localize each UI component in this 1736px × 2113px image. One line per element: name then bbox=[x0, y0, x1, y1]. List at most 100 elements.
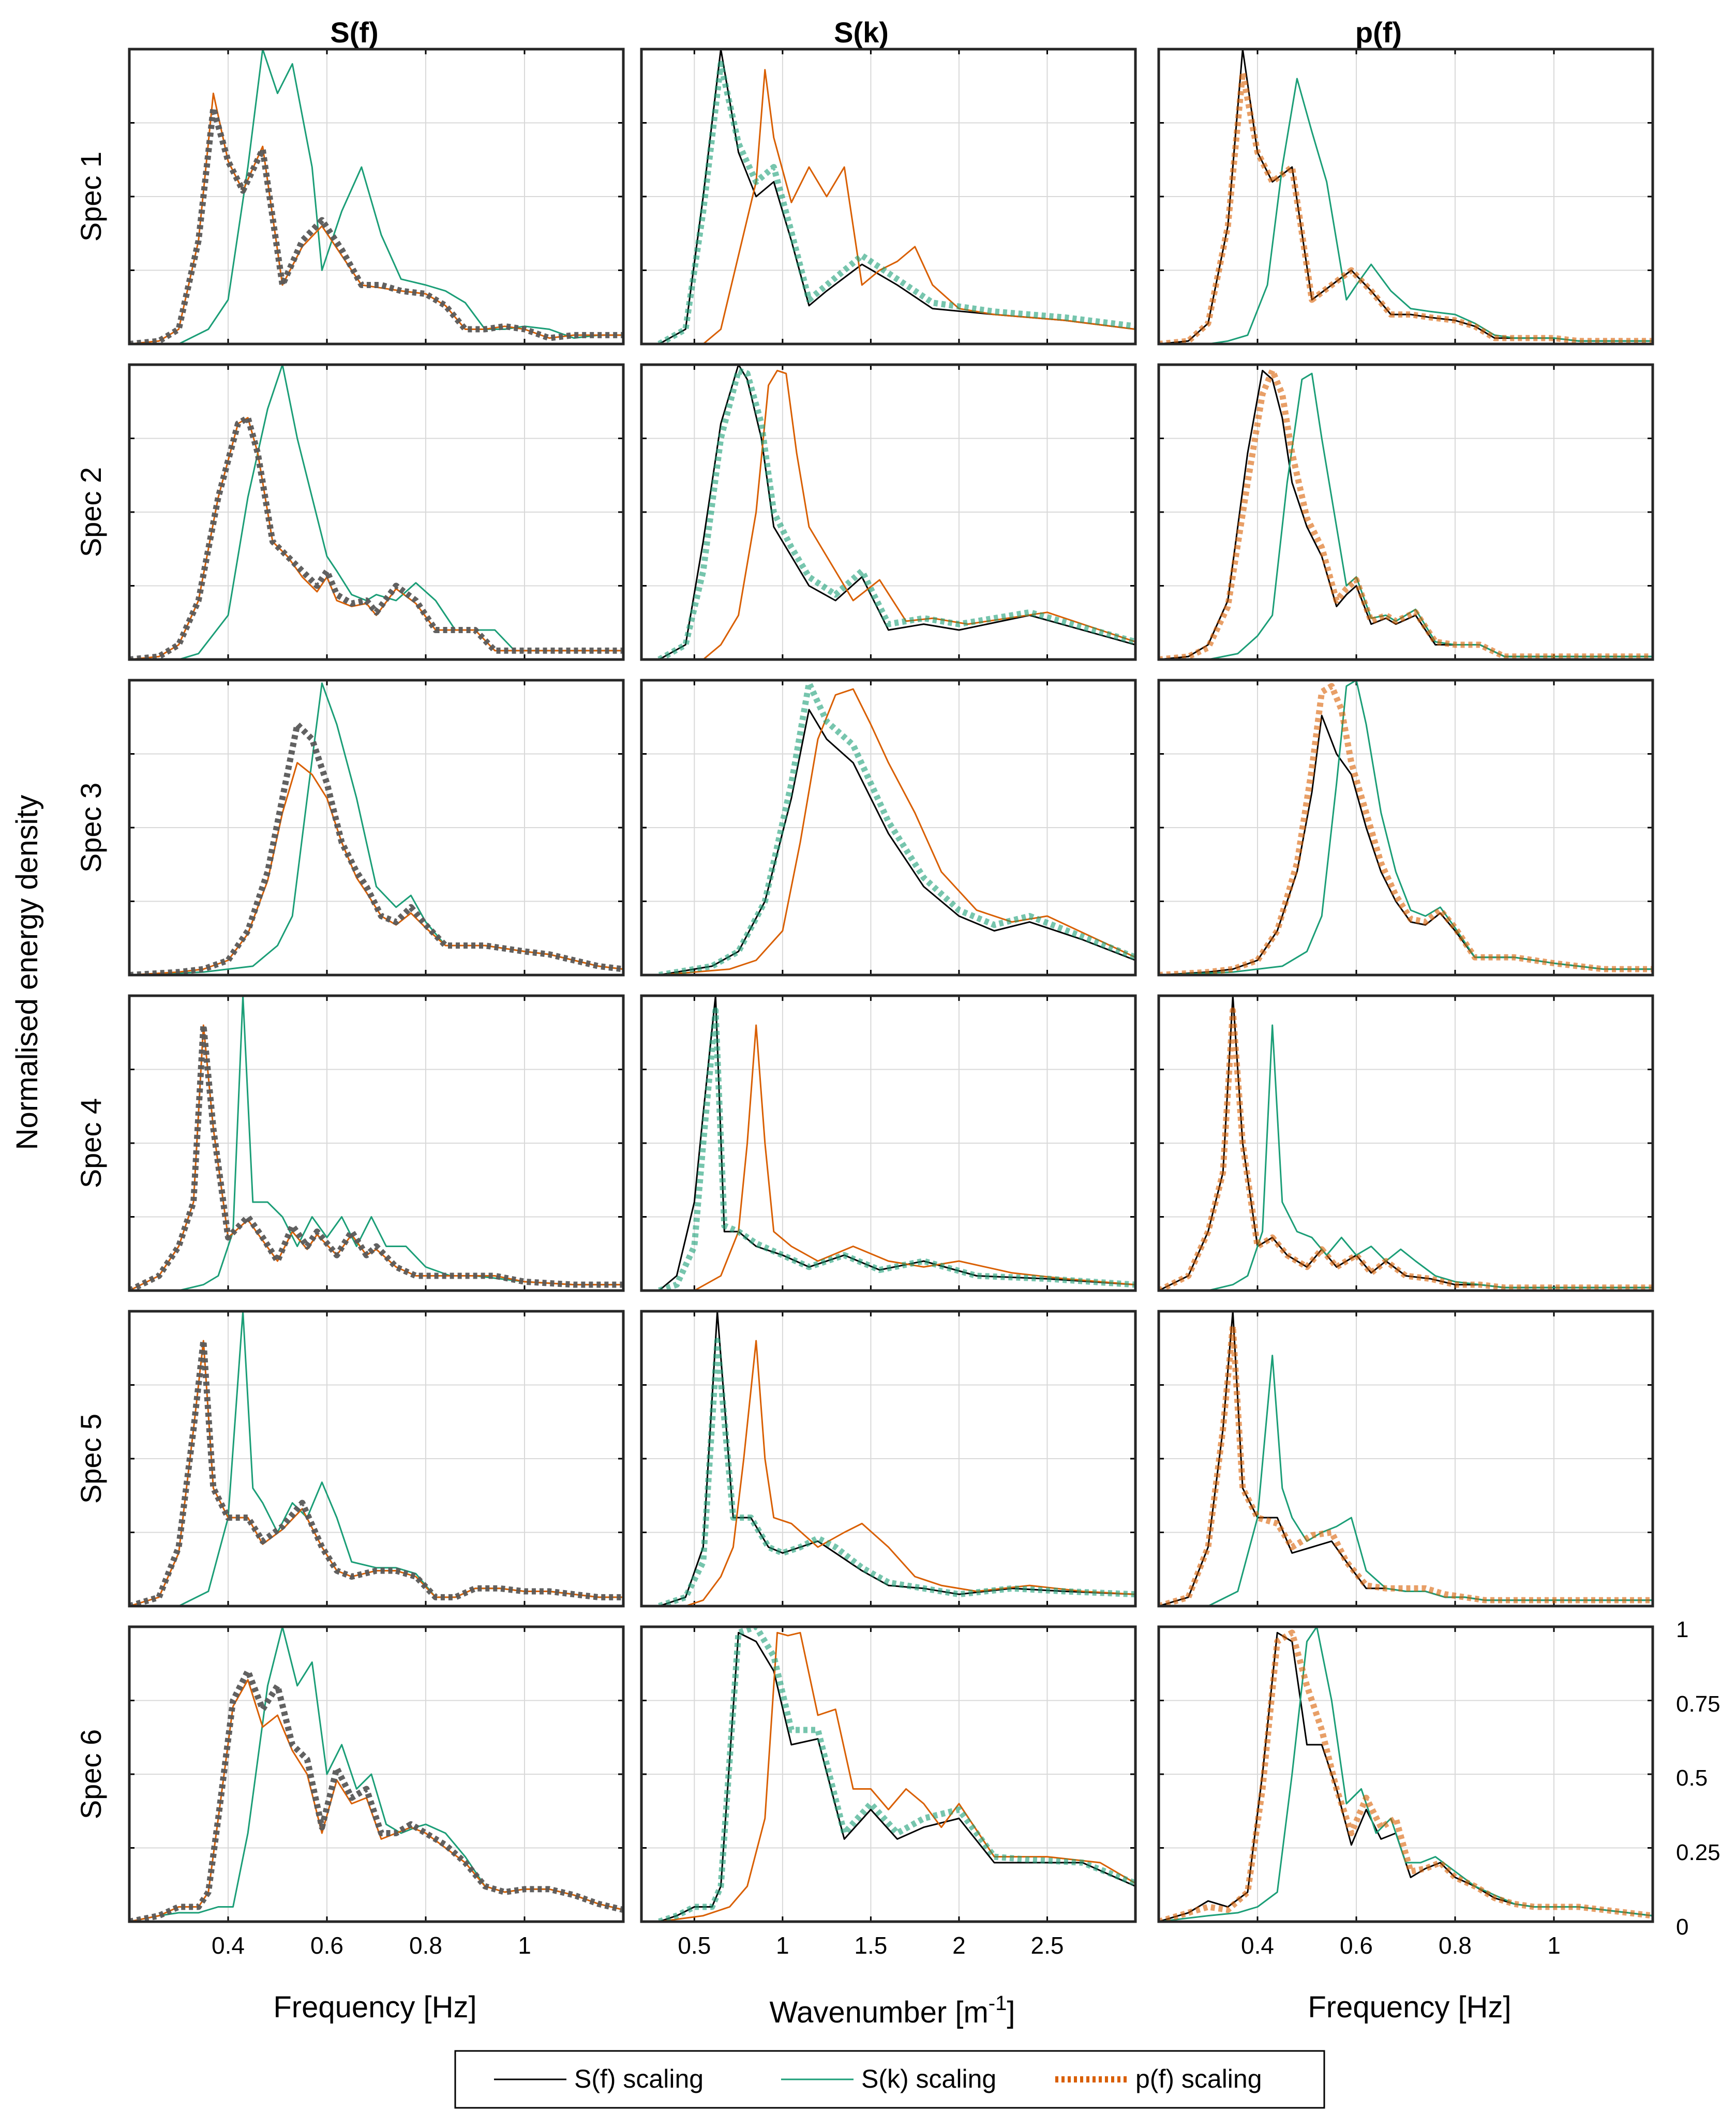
x-tick-label: 0.5 bbox=[678, 1932, 711, 1959]
series-line-p-f-scaling bbox=[129, 1679, 623, 1922]
x-axis-label-sk: Wavenumber [m-1] bbox=[769, 1992, 1015, 2029]
row-label-spec-4: Spec 4 bbox=[74, 1098, 107, 1188]
panel-frame bbox=[1157, 48, 1654, 346]
right-ytick-025: 0.25 bbox=[1676, 1840, 1720, 1865]
panel-frame bbox=[1157, 679, 1654, 977]
panel-frame bbox=[1157, 363, 1654, 661]
series-line-p-f-scaling bbox=[694, 1024, 1135, 1291]
x-tick-label: 0.8 bbox=[409, 1932, 442, 1959]
legend-label-sf: S(f) scaling bbox=[574, 2064, 704, 2093]
panel-frame bbox=[1157, 1310, 1654, 1608]
x-tick-label: 1.5 bbox=[854, 1932, 887, 1959]
panel-r2-c2 bbox=[640, 363, 1137, 661]
right-ytick-1: 1 bbox=[1676, 1617, 1688, 1642]
panel-frame bbox=[640, 1310, 1137, 1608]
panel-r4-c3 bbox=[1157, 994, 1654, 1292]
x-tick-label: 0.8 bbox=[1439, 1932, 1472, 1959]
series-line-s-k-scaling bbox=[1159, 372, 1653, 660]
series-line-s-k-scaling bbox=[1159, 1355, 1653, 1606]
x-tick-label: 0.6 bbox=[1340, 1932, 1373, 1959]
panel-frame bbox=[128, 679, 625, 977]
x-tick-label: 1 bbox=[776, 1932, 789, 1959]
series-line-s-f-scaling bbox=[129, 721, 623, 975]
row-label-spec-6: Spec 6 bbox=[74, 1729, 107, 1819]
x-tick-label: 1 bbox=[1547, 1932, 1561, 1959]
series-line-s-f-scaling bbox=[129, 1022, 623, 1291]
x-axis-label-sk-exp: -1 bbox=[989, 1992, 1007, 2015]
x-tick-label: 1 bbox=[518, 1932, 531, 1959]
panel-frame bbox=[128, 363, 625, 661]
right-ytick-05: 0.5 bbox=[1676, 1765, 1708, 1791]
panel-frame bbox=[640, 1625, 1137, 1923]
series-line-s-k-scaling bbox=[657, 61, 1135, 344]
row-label-spec-3: Spec 3 bbox=[74, 783, 107, 873]
panel-r6-c1: 0.4 0.6 0.8 1 bbox=[128, 1625, 625, 1959]
panel-r5-c3 bbox=[1157, 1310, 1654, 1608]
legend-box bbox=[454, 2050, 1325, 2109]
y-axis-label: Normalised energy density bbox=[10, 795, 44, 1150]
row-label-spec-1: Spec 1 bbox=[74, 152, 107, 242]
x-axis-label-pf: Frequency [Hz] bbox=[1308, 1990, 1511, 2024]
panel-frame bbox=[1157, 994, 1654, 1292]
series-line-s-k-scaling bbox=[658, 1627, 1135, 1922]
x-tick-label: 0.4 bbox=[1241, 1932, 1274, 1959]
panel-r6-c2: 0.5 1 1.5 2 2.5 bbox=[640, 1625, 1137, 1959]
series-line-p-f-scaling bbox=[129, 1024, 623, 1291]
series-line-s-f-scaling bbox=[129, 105, 623, 344]
row-label-spec-2: Spec 2 bbox=[74, 467, 107, 557]
panel-r4-c1 bbox=[128, 994, 625, 1292]
panel-r3-c2 bbox=[640, 679, 1137, 977]
panel-r1-c3 bbox=[1157, 48, 1654, 346]
right-ytick-0: 0 bbox=[1676, 1914, 1688, 1940]
panel-r3-c3 bbox=[1157, 679, 1654, 977]
x-tick-label: 2.5 bbox=[1030, 1932, 1064, 1959]
x-tick-label: 2 bbox=[952, 1932, 966, 1959]
legend-label-sk: S(k) scaling bbox=[861, 2064, 996, 2093]
panel-frame bbox=[128, 994, 625, 1292]
panel-frame bbox=[640, 679, 1137, 977]
series-line-s-f-scaling bbox=[129, 1668, 623, 1922]
x-axis-label-sf: Frequency [Hz] bbox=[273, 1990, 476, 2024]
row-label-spec-5: Spec 5 bbox=[74, 1414, 107, 1504]
column-title-sk: S(k) bbox=[834, 16, 889, 49]
series-line-p-f-scaling bbox=[1159, 367, 1653, 660]
panel-r5-c1 bbox=[128, 1310, 625, 1608]
series-line-s-k-scaling bbox=[1159, 1627, 1653, 1922]
x-tick-label: 0.4 bbox=[212, 1932, 245, 1959]
series-line-s-f-scaling bbox=[129, 414, 623, 660]
column-title-sf: S(f) bbox=[330, 16, 378, 49]
x-tick-label: 0.6 bbox=[310, 1932, 343, 1959]
panel-frame bbox=[128, 1310, 625, 1608]
panel-r2-c1 bbox=[128, 363, 625, 661]
series-line-p-f-scaling bbox=[1159, 69, 1653, 344]
panel-r5-c2 bbox=[640, 1310, 1137, 1608]
panel-frame bbox=[1157, 1625, 1654, 1923]
panel-r4-c2 bbox=[640, 994, 1137, 1292]
x-axis-label-sk-main: Wavenumber [m bbox=[769, 1996, 988, 2029]
panel-r2-c3 bbox=[1157, 363, 1654, 661]
column-title-pf: p(f) bbox=[1355, 16, 1402, 49]
panel-frame bbox=[640, 363, 1137, 661]
x-axis-label-sk-close: ] bbox=[1007, 1996, 1015, 2029]
series-line-p-f-scaling bbox=[1159, 1629, 1653, 1922]
panel-r1-c2 bbox=[640, 48, 1137, 346]
series-line-s-k-scaling bbox=[659, 680, 1135, 975]
series-line-s-k-scaling bbox=[658, 1007, 1135, 1291]
series-line-s-k-scaling bbox=[658, 1338, 1135, 1606]
panel-r3-c1 bbox=[128, 679, 625, 977]
panel-frame bbox=[128, 48, 625, 346]
right-ytick-075: 0.75 bbox=[1676, 1691, 1720, 1717]
series-line-s-k-scaling bbox=[657, 367, 1135, 660]
legend: S(f) scaling S(k) scaling p(f) scaling bbox=[454, 2050, 1325, 2109]
panel-r6-c3: 0.4 0.6 0.8 1 bbox=[1157, 1625, 1654, 1959]
legend-label-pf: p(f) scaling bbox=[1135, 2064, 1262, 2093]
panel-frame bbox=[640, 994, 1137, 1292]
series-line-s-f-scaling bbox=[659, 365, 1135, 660]
series-line-p-f-scaling bbox=[1159, 1323, 1653, 1606]
panel-frame bbox=[128, 1625, 625, 1923]
series-line-p-f-scaling bbox=[1159, 1007, 1653, 1291]
series-line-s-f-scaling bbox=[129, 1338, 623, 1606]
panel-r1-c1 bbox=[128, 48, 625, 346]
